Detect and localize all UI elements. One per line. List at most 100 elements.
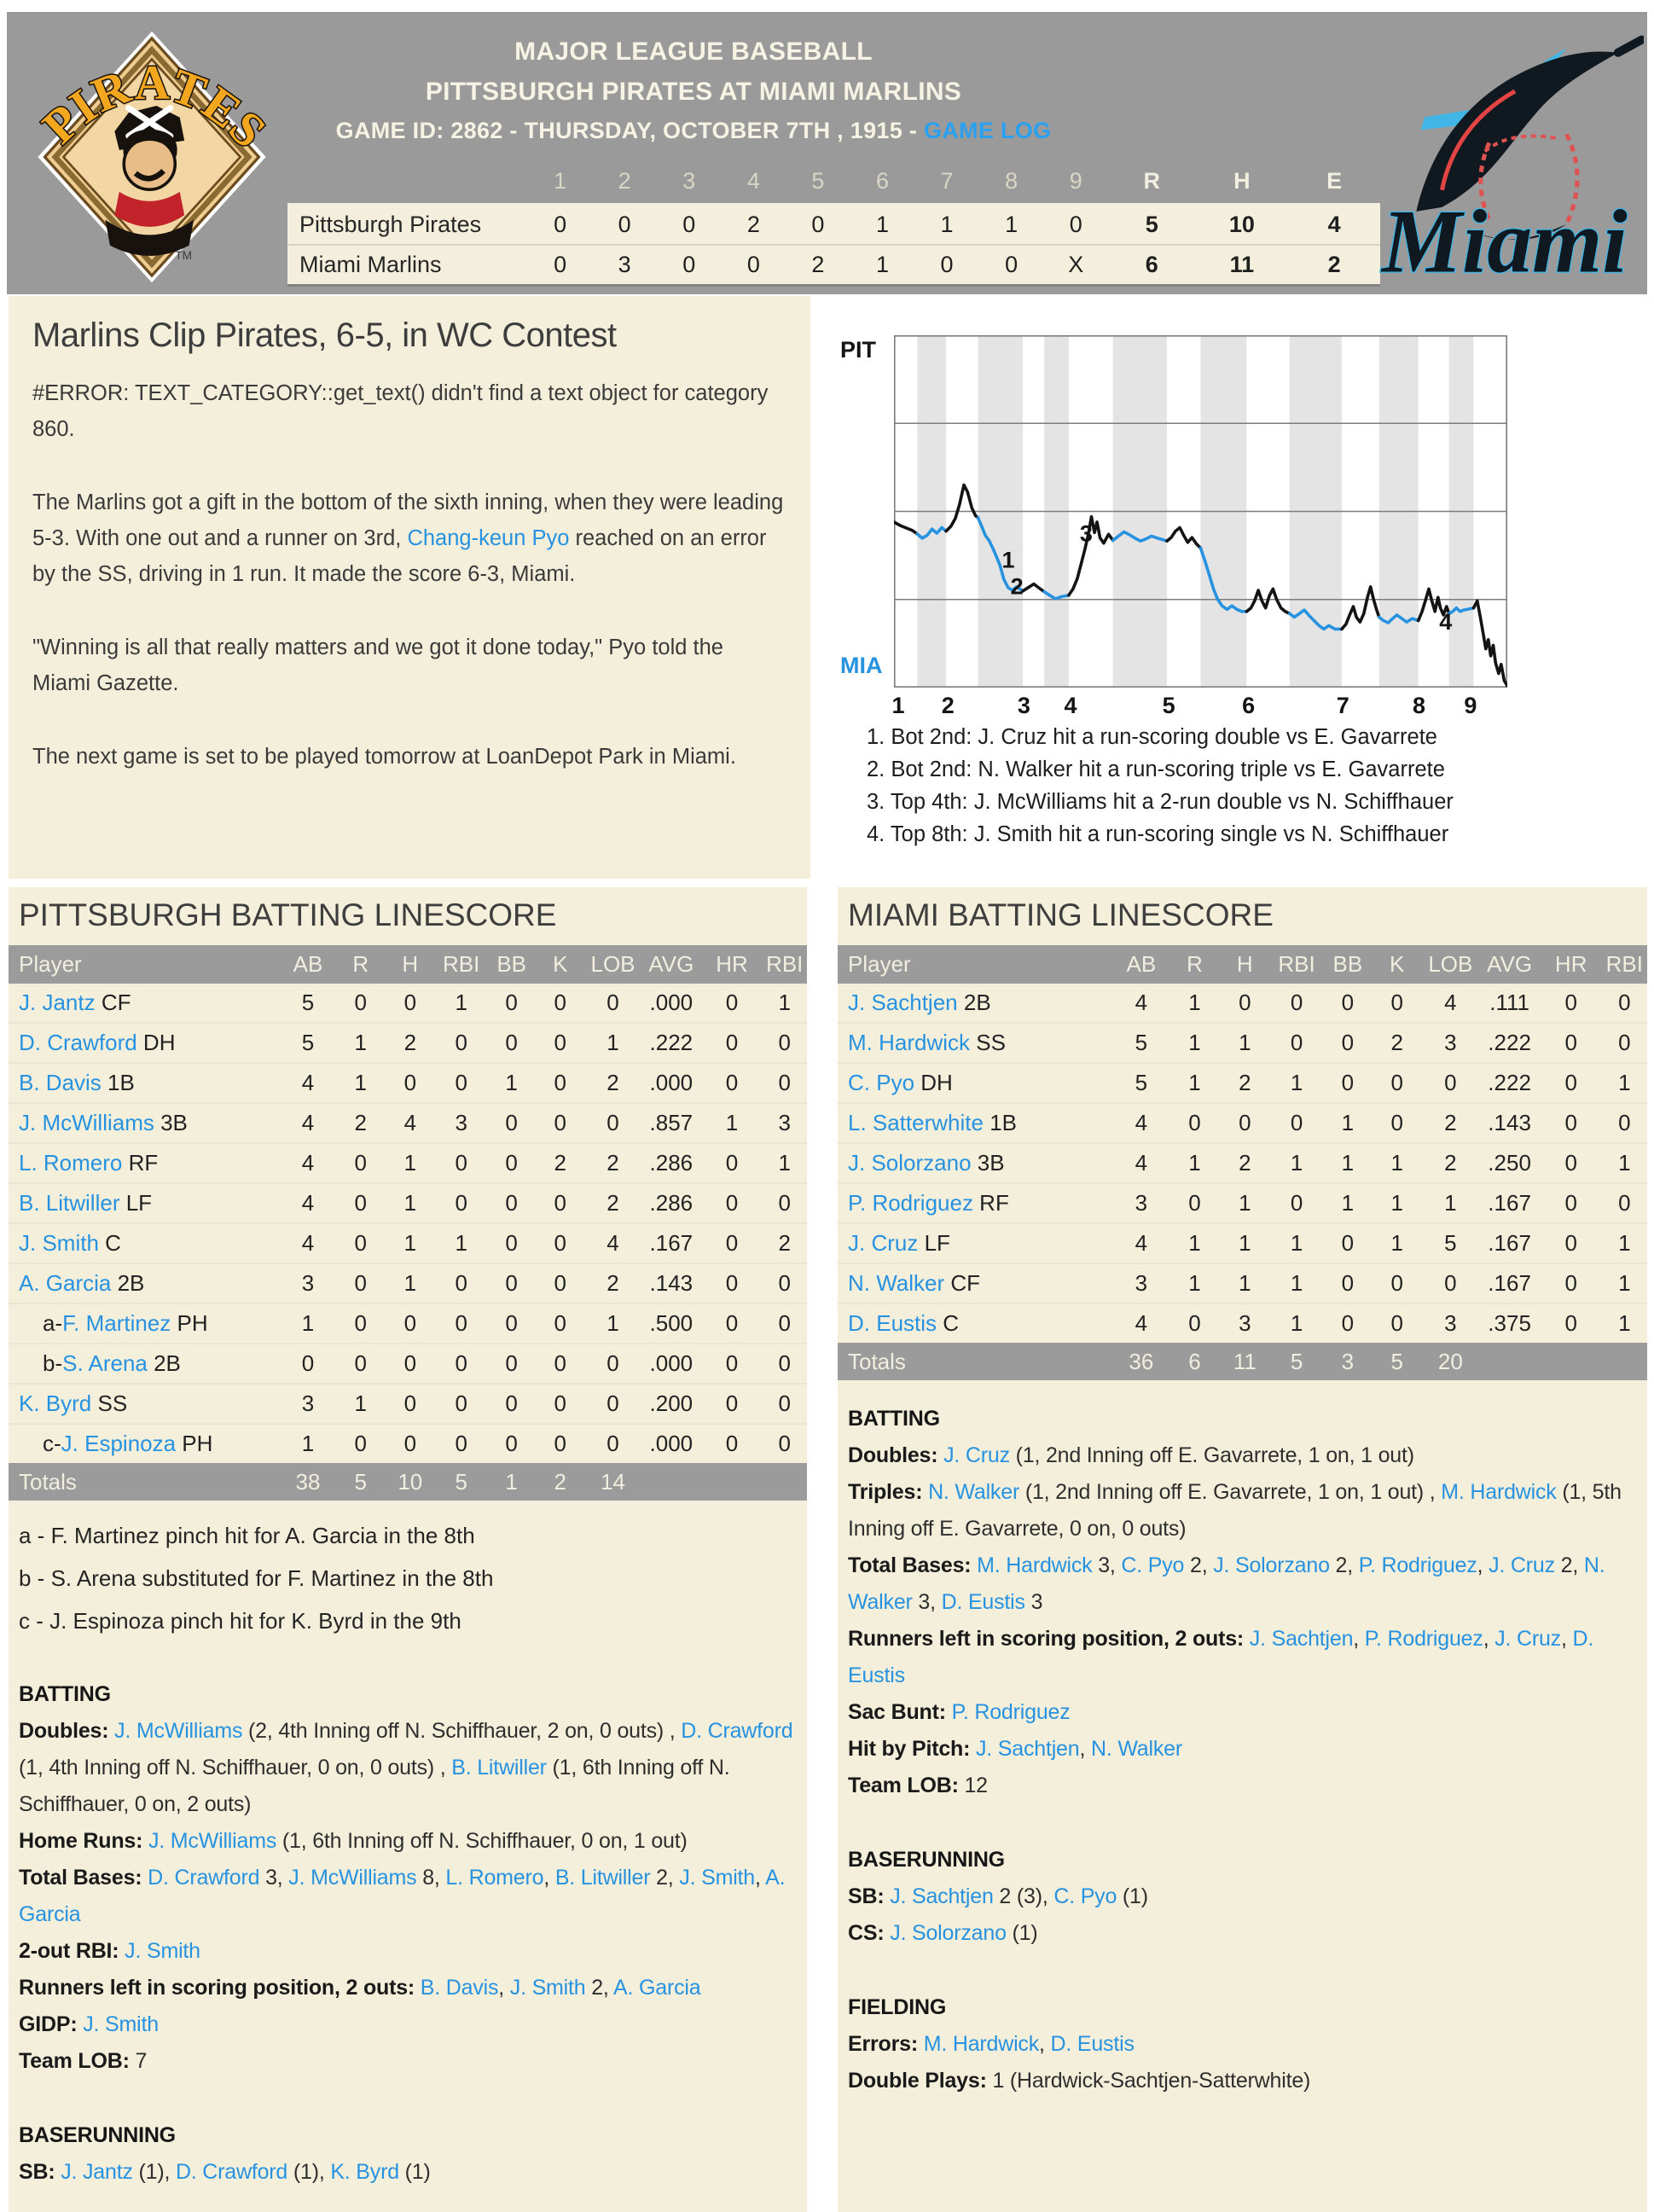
player-link[interactable]: F. Martinez [62, 1310, 171, 1336]
inning-column-header: 5 [811, 167, 825, 194]
player-link[interactable]: J. Smith [509, 1976, 586, 2000]
column-header: K [553, 951, 568, 977]
player-link[interactable]: M. Hardwick [1441, 1480, 1557, 1504]
player-link[interactable]: J. Solorzano [1213, 1553, 1330, 1577]
player-link[interactable]: J. McWilliams [148, 1829, 277, 1853]
player-link[interactable]: A. Garcia [19, 1866, 786, 1926]
player-link[interactable]: D. Eustis [848, 1310, 937, 1336]
batter-row: K. Byrd SS 3 1 0 0 0 0 0 .200 0 0 [9, 1383, 807, 1423]
table-header-row: Player AB R H RBI BB K LOB AVG HR RBI [9, 945, 807, 984]
stat-cell: 0 [354, 1230, 367, 1256]
player-link[interactable]: J. Cruz [1489, 1553, 1555, 1577]
player-link[interactable]: J. Cruz [848, 1230, 919, 1256]
player-link[interactable]: J. Solorzano [848, 1150, 972, 1176]
player-link[interactable]: J. McWilliams [288, 1866, 417, 1890]
stat-cell: 3 [778, 1110, 791, 1135]
player-link[interactable]: B. Litwiller [19, 1190, 120, 1216]
player-link[interactable]: D. Eustis [941, 1590, 1025, 1614]
text-span: The Marlins got a gift in the bottom of … [32, 491, 784, 550]
batter-cell: J. McWilliams 3B [9, 1110, 280, 1136]
player-link[interactable]: A. Garcia [19, 1270, 112, 1296]
column-header: RBI [443, 951, 480, 977]
player-link[interactable]: J. Espinoza [61, 1431, 177, 1456]
player-link[interactable]: N. Walker [848, 1553, 1605, 1614]
player-link[interactable]: K. Byrd [330, 2160, 399, 2184]
stat-cell: 1 [403, 1190, 417, 1216]
player-link[interactable]: N. Walker [1090, 1737, 1182, 1761]
batter-row: N. Walker CF 3 1 1 1 0 0 0 .167 0 1 [838, 1263, 1647, 1303]
stat-cell: 0 [1564, 1030, 1577, 1055]
player-link[interactable]: C. Pyo [1121, 1553, 1185, 1577]
player-link[interactable]: J. Cruz [1494, 1627, 1561, 1651]
column-header: HR [716, 951, 748, 977]
player-link[interactable]: L. Romero [19, 1150, 123, 1176]
player-link[interactable]: B. Litwiller [554, 1866, 651, 1890]
note-line: Home Runs: J. McWilliams (1, 6th Inning … [19, 1823, 807, 1860]
player-link[interactable]: P. Rodriguez [951, 1700, 1071, 1724]
player-link[interactable]: C. Pyo [848, 1070, 915, 1095]
win-prob-segment-mia [1377, 613, 1420, 624]
player-link[interactable]: J. Smith [83, 2012, 159, 2036]
batter-row: J. Solorzano 3B 4 1 2 1 1 1 2 .250 0 1 [838, 1142, 1647, 1182]
player-link[interactable]: J. Sachtjen [848, 990, 958, 1015]
player-link[interactable]: C. Pyo [1053, 1884, 1117, 1908]
article-paragraph: #ERROR: TEXT_CATEGORY::get_text() didn't… [32, 375, 786, 447]
game-log-link[interactable]: GAME LOG [923, 118, 1052, 143]
player-link[interactable]: J. Smith [19, 1230, 99, 1256]
player-link[interactable]: J. McWilliams [19, 1110, 154, 1135]
player-link[interactable]: P. Rodriguez [1364, 1627, 1483, 1651]
note-line: Hit by Pitch: J. Sachtjen, N. Walker [848, 1731, 1647, 1768]
player-link[interactable]: D. Crawford [148, 1866, 260, 1890]
player-link[interactable]: J. Sachtjen [1249, 1627, 1354, 1651]
player-link[interactable]: D. Crawford [175, 2160, 288, 2184]
player-link[interactable]: S. Arena [62, 1350, 148, 1376]
player-link[interactable]: B. Davis [19, 1070, 102, 1095]
player-link[interactable]: J. Smith [125, 1939, 200, 1963]
batter-row: D. Eustis C 4 0 3 1 0 0 3 .375 0 1 [838, 1303, 1647, 1343]
player-link[interactable]: B. Litwiller [451, 1756, 547, 1779]
player-link[interactable]: D. Crawford [681, 1719, 793, 1743]
player-link[interactable]: D. Eustis [848, 1627, 1594, 1687]
note-line: Total Bases: D. Crawford 3, J. McWilliam… [19, 1860, 807, 1933]
player-link[interactable]: D. Crawford [19, 1030, 137, 1055]
player-link[interactable]: M. Hardwick [848, 1030, 971, 1055]
player-link[interactable]: L. Romero [445, 1866, 544, 1890]
player-link[interactable]: J. Sachtjen [975, 1737, 1080, 1761]
player-position: 1B [101, 1070, 135, 1095]
player-link[interactable]: K. Byrd [19, 1390, 92, 1416]
player-link[interactable]: M. Hardwick [977, 1553, 1093, 1577]
text-span: , [1353, 1627, 1365, 1651]
player-link[interactable]: B. Davis [420, 1976, 499, 2000]
stat-cell: 0 [455, 1350, 467, 1376]
player-link[interactable]: Chang-keun Pyo [407, 526, 570, 550]
player-link[interactable]: J. Sachtjen [890, 1884, 994, 1908]
stat-cell: 1 [403, 1270, 417, 1296]
batter-cell: K. Byrd SS [9, 1390, 280, 1417]
stat-cell: 0 [606, 1431, 619, 1456]
stat-cell: 0 [455, 1190, 467, 1216]
player-link[interactable]: J. McWilliams [114, 1719, 243, 1743]
text-span: 3, [912, 1590, 942, 1614]
stat-cell: 11 [1233, 1348, 1256, 1374]
player-link[interactable]: J. Jantz [61, 2160, 133, 2184]
stat-cell: 0 [1444, 1070, 1457, 1095]
player-link[interactable]: J. Smith [679, 1866, 756, 1890]
text-span: Total Bases: [848, 1553, 978, 1577]
player-link[interactable]: A. Garcia [613, 1976, 701, 2000]
totals-row: Totals 36 6 11 5 3 5 20 [838, 1343, 1647, 1380]
stat-cell: 1 [725, 1110, 739, 1135]
player-link[interactable]: J. Jantz [19, 990, 96, 1015]
player-link[interactable]: J. Cruz [943, 1443, 1010, 1467]
player-link[interactable]: D. Eustis [1050, 2032, 1135, 2056]
player-position: LF [119, 1190, 153, 1216]
stat-cell: 1 [1341, 1150, 1355, 1176]
inning-runs-cell: 0 [811, 212, 825, 237]
player-link[interactable]: M. Hardwick [923, 2032, 1040, 2056]
stat-cell: 0 [778, 1030, 791, 1055]
player-link[interactable]: L. Satterwhite [848, 1110, 984, 1135]
player-link[interactable]: P. Rodriguez [848, 1190, 973, 1216]
player-link[interactable]: N. Walker [928, 1480, 1020, 1504]
player-link[interactable]: P. Rodriguez [1358, 1553, 1477, 1577]
player-link[interactable]: N. Walker [848, 1270, 945, 1296]
player-link[interactable]: J. Solorzano [890, 1921, 1007, 1945]
